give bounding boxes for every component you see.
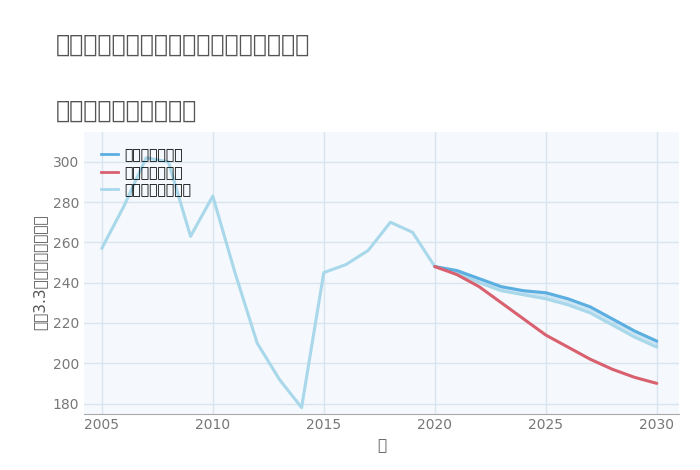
Legend: グッドシナリオ, バッドシナリオ, ノーマルシナリオ: グッドシナリオ, バッドシナリオ, ノーマルシナリオ <box>97 144 196 202</box>
Text: 中古戸建ての価格推移: 中古戸建ての価格推移 <box>56 99 197 123</box>
Y-axis label: 坪（3.3㎡）単価（万円）: 坪（3.3㎡）単価（万円） <box>32 215 47 330</box>
X-axis label: 年: 年 <box>377 438 386 453</box>
Text: 東京都西多摩郡瑞穂町箱根ヶ崎西松原の: 東京都西多摩郡瑞穂町箱根ヶ崎西松原の <box>56 33 310 57</box>
